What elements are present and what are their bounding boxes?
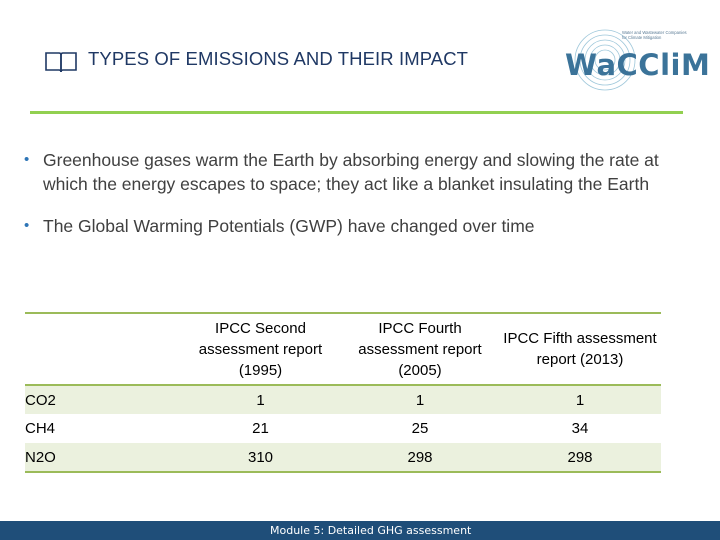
bullet-item: • The Global Warming Potentials (GWP) ha… xyxy=(20,214,690,238)
column-header: IPCC Fourth assessment report (2005) xyxy=(341,312,499,386)
gas-label: CH4 xyxy=(25,420,56,437)
table-cell: 1 xyxy=(180,385,341,414)
bullet-marker: • xyxy=(24,217,30,234)
gas-label: N2O xyxy=(25,443,180,473)
column-header: IPCC Fifth assessment report (2013) xyxy=(499,312,661,386)
column-header xyxy=(25,312,180,386)
table-cell: 310 xyxy=(180,443,341,473)
table-cell: 1 xyxy=(499,385,661,414)
bullet-marker: • xyxy=(24,151,30,168)
table-cell: 25 xyxy=(411,420,429,437)
logo-wordmark: WaCCliM xyxy=(565,48,711,82)
table-row: CO2 1 1 1 xyxy=(25,385,661,414)
logo-tagline: Water and Wastewater Companies for Clima… xyxy=(622,30,687,40)
bullet-list: • Greenhouse gases warm the Earth by abs… xyxy=(20,148,690,238)
table-cell: 34 xyxy=(571,420,589,437)
bullet-item: • Greenhouse gases warm the Earth by abs… xyxy=(20,148,690,196)
bullet-text: The Global Warming Potentials (GWP) have… xyxy=(43,216,535,236)
header-divider xyxy=(30,111,683,114)
table-cell: 21 xyxy=(252,420,269,437)
gwp-table: IPCC Second assessment report (1995) IPC… xyxy=(25,312,661,473)
waccliml-logo-graphic xyxy=(574,29,636,91)
table-cell: 1 xyxy=(341,385,499,414)
bullet-text: Greenhouse gases warm the Earth by absor… xyxy=(43,150,659,194)
book-icon xyxy=(45,52,77,73)
table-cell: 298 xyxy=(341,443,499,473)
footer-label: Module 5: Detailed GHG assessment xyxy=(270,524,472,537)
table-row: N2O 310 298 298 xyxy=(25,443,661,473)
table-header-row: IPCC Second assessment report (1995) IPC… xyxy=(25,312,661,386)
column-header: IPCC Second assessment report (1995) xyxy=(180,312,341,386)
slide-title: TYPES OF EMISSIONS AND THEIR IMPACT xyxy=(88,48,469,69)
gas-label: CO2 xyxy=(25,385,180,414)
table-row: CH4 21 25 34 xyxy=(25,414,661,443)
table-cell: 298 xyxy=(499,443,661,473)
footer-bar xyxy=(0,521,720,540)
